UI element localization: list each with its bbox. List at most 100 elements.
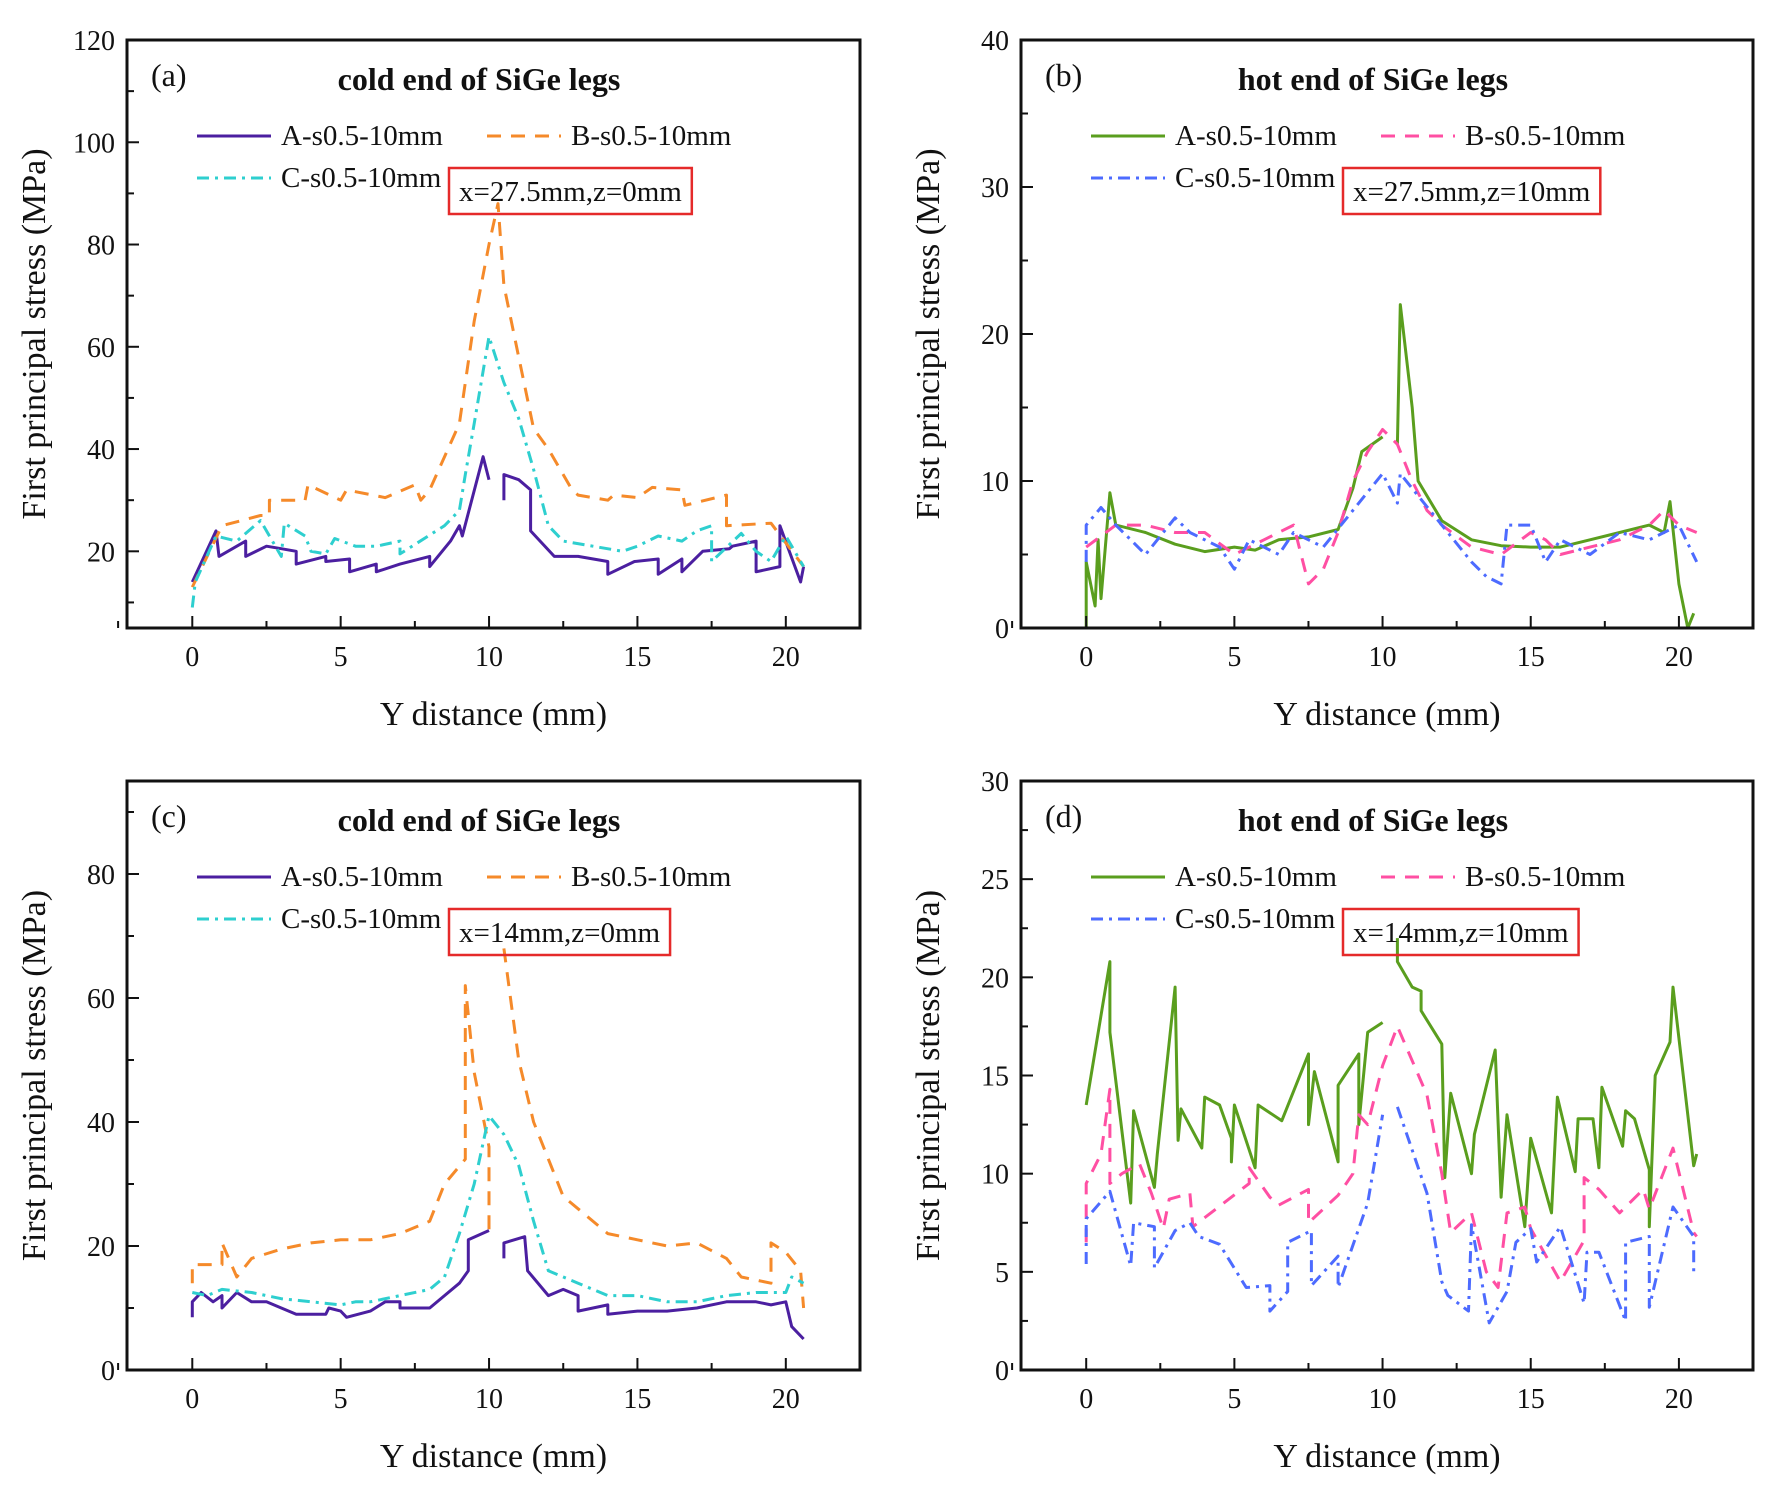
y-tick-label: 10 xyxy=(981,1160,1009,1191)
x-tick-label: 0 xyxy=(185,642,199,673)
plot-frame xyxy=(1019,779,1755,1372)
chart-panel-a: 0 5 10 15 20 20 40 60 80 100 120 Y distance (mm) Fir… xyxy=(16,26,862,733)
annotation-box xyxy=(447,166,694,216)
legend-label: A-s0.5-10mm xyxy=(1175,120,1337,152)
legend-label: B-s0.5-10mm xyxy=(571,120,732,152)
x-tick-label: 0 xyxy=(1079,1384,1093,1415)
y-tick-label: 120 xyxy=(73,26,115,57)
y-axis-label: First principal stress (MPa) xyxy=(16,890,53,1261)
x-tick-label: 10 xyxy=(1369,642,1397,673)
x-tick-label: 20 xyxy=(772,1384,800,1415)
x-tick-label: 5 xyxy=(334,1384,348,1415)
x-tick-label: 0 xyxy=(185,1384,199,1415)
chart-title: cold end of SiGe legs xyxy=(338,61,621,97)
y-tick-label: 80 xyxy=(87,231,115,262)
x-tick-label: 20 xyxy=(1665,642,1693,673)
x-tick-label: 15 xyxy=(1517,642,1545,673)
x-tick-label: 10 xyxy=(475,642,503,673)
legend: A-s0.5-10mm B-s0.5-10mm C-s0.5-10mm xyxy=(197,861,732,935)
panel-label: (d) xyxy=(1045,798,1082,834)
series-line-a xyxy=(190,455,806,584)
y-tick-label: 30 xyxy=(981,767,1009,798)
x-tick-label: 15 xyxy=(623,642,651,673)
annotation-box xyxy=(1341,166,1602,216)
legend: A-s0.5-10mm B-s0.5-10mm C-s0.5-10mm xyxy=(197,120,732,194)
x-tick-label: 20 xyxy=(1665,1384,1693,1415)
chart-title: hot end of SiGe legs xyxy=(1238,61,1508,97)
legend-label: B-s0.5-10mm xyxy=(1465,861,1626,893)
x-tick-label: 15 xyxy=(1517,1384,1545,1415)
y-tick-label: 20 xyxy=(87,537,115,568)
y-tick-label: 25 xyxy=(981,865,1009,896)
y-tick-label: 80 xyxy=(87,860,115,891)
legend: A-s0.5-10mm B-s0.5-10mm C-s0.5-10mm xyxy=(1091,120,1626,194)
series-line-a xyxy=(1084,938,1699,1229)
legend-label: A-s0.5-10mm xyxy=(281,861,443,893)
y-tick-label: 0 xyxy=(995,1356,1009,1387)
annotation-box xyxy=(1341,907,1580,957)
plot-frame xyxy=(125,38,862,630)
series-line-a xyxy=(190,1229,805,1341)
legend-label: C-s0.5-10mm xyxy=(1175,162,1336,194)
series-line-c xyxy=(191,1114,805,1307)
series-line-c xyxy=(190,335,805,608)
y-tick-label: 0 xyxy=(101,1356,115,1387)
y-tick-label: 20 xyxy=(981,320,1009,351)
series-line-c xyxy=(1084,1106,1696,1325)
chart-title: hot end of SiGe legs xyxy=(1238,802,1508,838)
y-tick-label: 60 xyxy=(87,984,115,1015)
x-tick-label: 0 xyxy=(1079,642,1093,673)
y-axis-label: First principal stress (MPa) xyxy=(16,148,53,519)
legend-label: B-s0.5-10mm xyxy=(571,861,732,893)
annotation-text: x=14mm,z=0mm xyxy=(459,917,661,949)
y-tick-label: 60 xyxy=(87,333,115,364)
panel-label: (c) xyxy=(151,798,187,834)
annotation-text: x=27.5mm,z=0mm xyxy=(459,176,682,208)
x-axis-label: Y distance (mm) xyxy=(1273,696,1500,733)
panel-label: (b) xyxy=(1045,57,1082,93)
series-line-b xyxy=(190,202,805,588)
x-tick-label: 5 xyxy=(1227,642,1241,673)
legend-label: C-s0.5-10mm xyxy=(281,903,442,935)
x-tick-label: 5 xyxy=(334,642,348,673)
y-tick-label: 10 xyxy=(981,467,1009,498)
x-axis-label: Y distance (mm) xyxy=(380,1438,607,1475)
x-tick-label: 5 xyxy=(1227,1384,1241,1415)
chart-panel-b: 0 5 10 15 20 0 10 20 30 40 Y distance (mm) First pr… xyxy=(910,26,1755,733)
y-tick-label: 100 xyxy=(73,128,115,159)
legend-label: C-s0.5-10mm xyxy=(1175,903,1336,935)
y-tick-label: 5 xyxy=(995,1258,1009,1289)
annotation-box xyxy=(447,907,672,957)
y-tick-label: 0 xyxy=(995,614,1009,645)
y-tick-label: 20 xyxy=(87,1232,115,1263)
panel-label: (a) xyxy=(151,57,187,93)
annotation-text: x=14mm,z=10mm xyxy=(1353,917,1569,949)
y-tick-label: 20 xyxy=(981,963,1009,994)
legend: A-s0.5-10mm B-s0.5-10mm C-s0.5-10mm xyxy=(1091,861,1626,935)
legend-label: B-s0.5-10mm xyxy=(1465,120,1626,152)
y-tick-label: 15 xyxy=(981,1062,1009,1093)
annotation-text: x=27.5mm,z=10mm xyxy=(1353,176,1591,208)
y-axis-label: First principal stress (MPa) xyxy=(910,148,947,519)
series-line-c xyxy=(1084,472,1699,586)
chart-panel-c: 0 5 10 15 20 0 20 40 60 80 Y distance (mm) First pr… xyxy=(16,779,862,1475)
x-tick-label: 15 xyxy=(623,1384,651,1415)
x-axis-label: Y distance (mm) xyxy=(380,696,607,733)
x-tick-label: 10 xyxy=(475,1384,503,1415)
y-tick-label: 40 xyxy=(981,26,1009,57)
x-tick-label: 20 xyxy=(772,642,800,673)
legend-label: A-s0.5-10mm xyxy=(1175,861,1337,893)
chart-title: cold end of SiGe legs xyxy=(338,802,621,838)
x-axis-label: Y distance (mm) xyxy=(1273,1438,1500,1475)
y-tick-label: 40 xyxy=(87,1108,115,1139)
plot-frame xyxy=(125,779,862,1372)
y-tick-label: 30 xyxy=(981,173,1009,204)
legend-label: A-s0.5-10mm xyxy=(281,120,443,152)
series-line-b xyxy=(1084,1024,1698,1289)
y-tick-label: 40 xyxy=(87,435,115,466)
x-tick-label: 10 xyxy=(1369,1384,1397,1415)
series-line-b xyxy=(190,948,806,1309)
legend-label: C-s0.5-10mm xyxy=(281,162,442,194)
series-line-a xyxy=(1084,303,1696,628)
